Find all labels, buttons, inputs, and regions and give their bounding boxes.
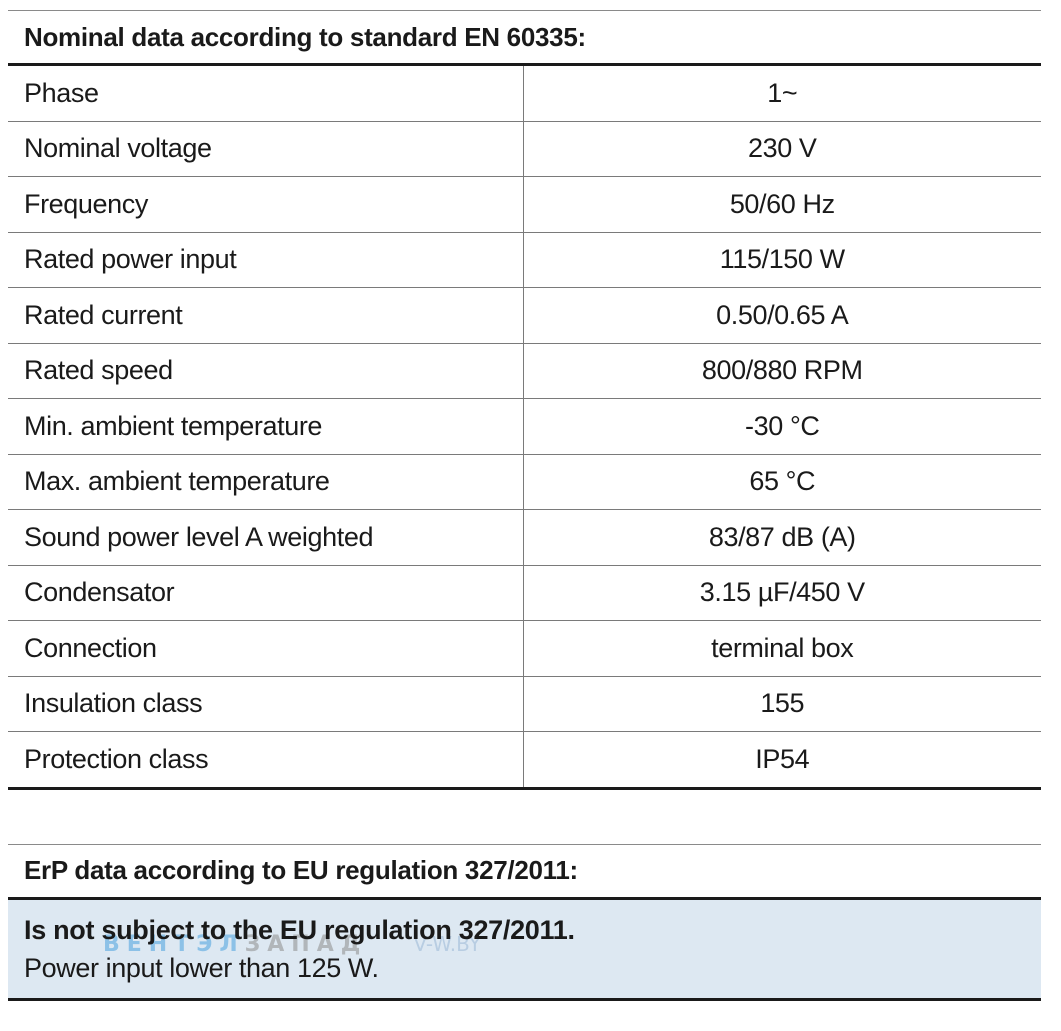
row-value: 115/150 W <box>523 232 1041 288</box>
row-value: 65 °C <box>523 454 1041 510</box>
erp-note: Power input lower than 125 W. <box>24 952 379 983</box>
row-label: Rated speed <box>8 343 524 399</box>
row-label: Sound power level A weighted <box>8 509 524 566</box>
watermark-part1: ВЕНТЭЛ <box>103 931 245 957</box>
row-value: terminal box <box>523 620 1041 677</box>
table-row: Rated speed 800/880 RPM <box>8 343 1041 399</box>
row-value: IP54 <box>755 743 810 774</box>
table-row: Min. ambient temperature -30 °C <box>8 398 1041 455</box>
row-label: Protection class <box>8 731 524 788</box>
erp-data-header: ErP data according to EU regulation 327/… <box>8 843 1041 900</box>
row-label: Insulation class <box>8 676 524 732</box>
table-row: Condensator 3.15 µF/450 V <box>8 565 1041 621</box>
table-row: Protection class IP54 <box>8 731 1041 788</box>
table-row: Rated power input 115/150 W <box>8 232 1041 288</box>
watermark-part2: ЗАПАД <box>244 931 368 957</box>
table-row: Rated current 0.50/0.65 A <box>8 287 1041 344</box>
spec-sheet: Nominal data according to standard EN 60… <box>8 10 1041 1001</box>
erp-title: Is not subject to the EU regulation 327/… <box>24 914 575 945</box>
table-row: Phase 1~ <box>8 66 1041 122</box>
row-value: 83/87 dB (A) <box>523 509 1041 566</box>
watermark-logo: ВЕНТЭЛ ЗАПАД V-W.BY <box>103 932 481 957</box>
table-row: Connection terminal box <box>8 620 1041 677</box>
row-label: Rated current <box>8 287 524 344</box>
table-row: Sound power level A weighted 83/87 dB (A) <box>8 509 1041 566</box>
table-row: Nominal voltage 230 V <box>8 121 1041 177</box>
section-gap <box>8 790 1041 844</box>
row-value: 3.15 µF/450 V <box>523 565 1041 621</box>
row-value: 155 <box>523 676 1041 732</box>
row-label: Frequency <box>8 176 524 233</box>
row-value: 1~ <box>523 66 1041 122</box>
row-value: 50/60 Hz <box>523 176 1041 233</box>
row-label: Min. ambient temperature <box>8 398 524 455</box>
table-row: Frequency 50/60 Hz <box>8 176 1041 233</box>
row-value: 230 V <box>523 121 1041 177</box>
row-label: Nominal voltage <box>8 121 524 177</box>
erp-info-box: ВЕНТЭЛ ЗАПАД V-W.BY Is not subject to th… <box>8 899 1041 1001</box>
nominal-data-header: Nominal data according to standard EN 60… <box>8 10 1041 66</box>
watermark-site: V-W.BY <box>413 931 481 956</box>
row-label: Condensator <box>8 565 524 621</box>
row-label: Rated power input <box>8 232 524 288</box>
row-value: 0.50/0.65 A <box>523 287 1041 344</box>
row-label: Phase <box>8 66 524 122</box>
row-label: Max. ambient temperature <box>8 454 524 510</box>
table-row: Insulation class 155 <box>8 676 1041 732</box>
row-value: -30 °C <box>523 398 1041 455</box>
row-value: 800/880 RPM <box>523 343 1041 399</box>
table-row: Max. ambient temperature 65 °C <box>8 454 1041 510</box>
row-label: Connection <box>8 620 524 677</box>
nominal-data-table: Phase 1~ Nominal voltage 230 V Frequency 50/6… <box>8 66 1041 790</box>
